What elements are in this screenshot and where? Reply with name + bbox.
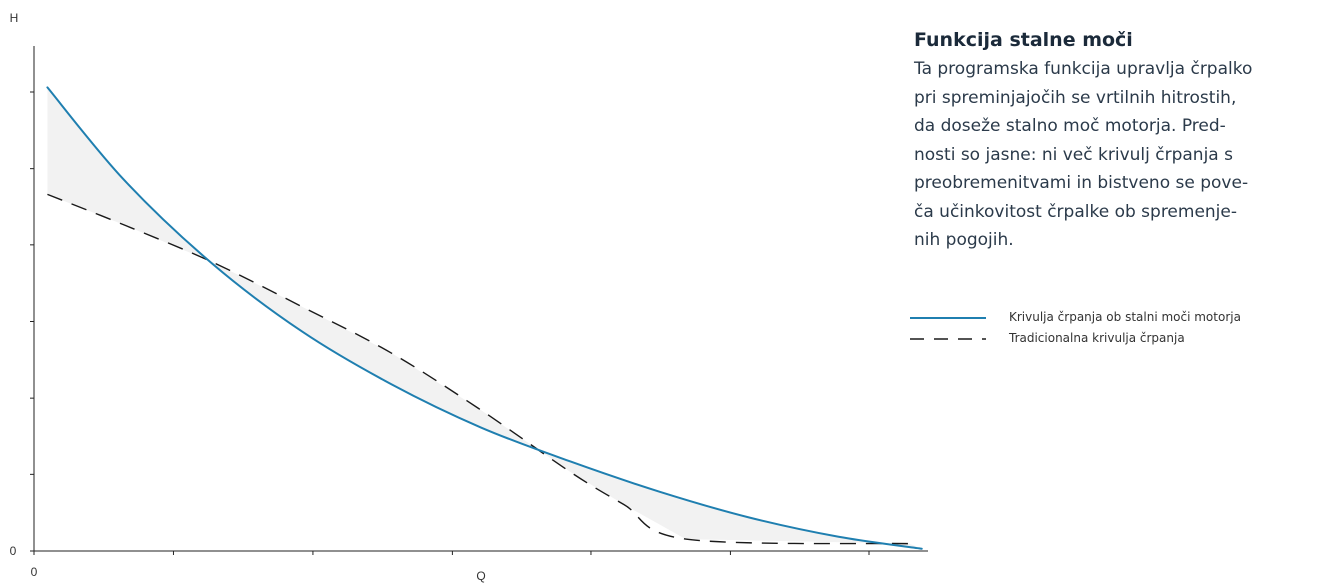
axes [30, 46, 928, 555]
description-panel: Funkcija stalne moči Ta programska funkc… [914, 27, 1339, 255]
chart: H Q 0 0 [0, 0, 940, 583]
series-line-traditional [47, 193, 910, 545]
legend-item-constant-power: Krivulja črpanja ob stalni moči motorja [910, 308, 1340, 329]
legend: Krivulja črpanja ob stalni moči motorja … [910, 308, 1340, 350]
legend-label: Tradicionalna krivulja črpanja [1009, 331, 1185, 345]
series-group [46, 86, 923, 550]
x-axis-label: Q [476, 569, 485, 583]
y-tick-label: 0 [10, 544, 17, 558]
legend-swatch-solid [910, 317, 986, 319]
x-tick-label: 0 [31, 565, 38, 579]
y-axis-label: H [10, 11, 19, 25]
legend-swatch-dashed [910, 338, 986, 340]
series-line-constant-power [46, 86, 923, 550]
chart-background [0, 0, 940, 583]
description-title: Funkcija stalne moči [914, 29, 1133, 51]
description-text: Ta programska funkcija upravlja črpalko … [914, 59, 1253, 250]
legend-item-traditional: Tradicionalna krivulja črpanja [910, 329, 1340, 350]
legend-label: Krivulja črpanja ob stalni moči motorja [1009, 310, 1241, 324]
